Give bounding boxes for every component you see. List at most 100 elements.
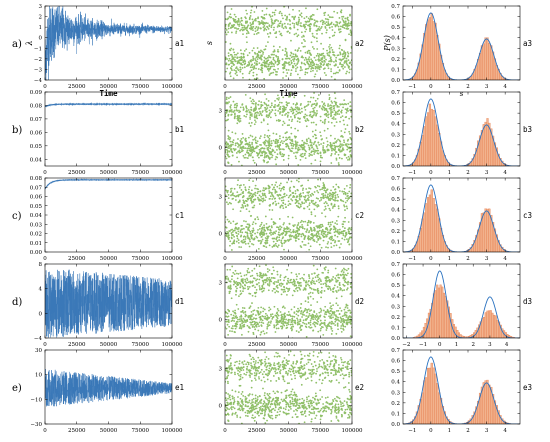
scatter-point	[263, 56, 266, 59]
scatter-point	[329, 302, 332, 304]
scatter-point	[242, 52, 245, 55]
scatter-point	[331, 101, 334, 104]
scatter-point	[246, 25, 249, 28]
scatter-point	[269, 157, 271, 159]
y-tick-label: 0.04	[30, 157, 43, 163]
scatter-point	[276, 140, 279, 143]
scatter-point	[294, 53, 297, 56]
scatter-point	[309, 286, 312, 289]
scatter-point	[320, 138, 323, 141]
scatter-point	[261, 290, 264, 293]
scatter-point	[280, 12, 283, 15]
x-tick-label: 25000	[248, 84, 266, 90]
scatter-point	[321, 23, 324, 26]
scatter-point	[303, 154, 306, 156]
hist-bar	[425, 116, 428, 166]
scatter-point	[252, 47, 255, 49]
x-tick-label: 1	[448, 170, 452, 176]
scatter-point	[225, 275, 228, 278]
scatter-point	[298, 197, 301, 200]
scatter-point	[343, 99, 346, 102]
scatter-point	[348, 196, 350, 199]
scatter-point	[269, 147, 272, 150]
scatter-point	[232, 111, 235, 113]
scatter-point	[307, 280, 310, 283]
scatter-point	[293, 196, 296, 198]
scatter-point	[316, 109, 318, 112]
scatter-point	[298, 284, 300, 287]
scatter-point	[307, 104, 309, 106]
scatter-point	[309, 30, 311, 33]
scatter-point	[348, 190, 351, 193]
scatter-point	[253, 326, 256, 328]
scatter-point	[254, 105, 257, 108]
scatter-point	[303, 148, 305, 150]
scatter-point	[239, 70, 242, 73]
scatter-point	[339, 143, 342, 146]
scatter-point	[291, 140, 294, 142]
scatter-point	[321, 186, 324, 189]
scatter-point	[333, 313, 336, 316]
scatter-point	[328, 207, 331, 210]
scatter-point	[293, 96, 296, 99]
scatter-point	[243, 156, 246, 159]
scatter-point	[255, 323, 258, 326]
scatter-point	[344, 23, 347, 26]
scatter-point	[256, 274, 259, 277]
panel-label: a1	[175, 39, 184, 48]
scatter-point	[349, 282, 352, 285]
scatter-point	[350, 202, 352, 205]
scatter-point	[252, 156, 254, 159]
scatter-point	[253, 317, 255, 320]
scatter-point	[265, 187, 268, 190]
scatter-point	[334, 240, 337, 242]
scatter-point	[271, 65, 273, 68]
scatter-point	[313, 203, 316, 206]
scatter-point	[342, 283, 345, 286]
scatter-point	[275, 54, 277, 57]
scatter-point	[240, 23, 243, 25]
scatter-point	[268, 55, 270, 57]
scatter-point	[233, 235, 235, 238]
scatter-point	[322, 333, 325, 336]
scatter-point	[263, 287, 266, 290]
scatter-point	[239, 146, 242, 149]
scatter-point	[237, 239, 240, 241]
scatter-point	[332, 304, 334, 307]
scatter-point	[239, 66, 242, 69]
scatter-point	[335, 302, 338, 305]
scatter-point	[329, 197, 332, 200]
scatter-point	[263, 154, 266, 156]
scatter-point	[252, 74, 255, 77]
scatter-point	[303, 202, 306, 205]
scatter-point	[299, 50, 302, 52]
scatter-point	[254, 295, 257, 298]
scatter-point	[230, 232, 233, 234]
scatter-point	[257, 56, 260, 58]
scatter-point	[229, 22, 231, 25]
scatter-point	[250, 28, 252, 31]
scatter-point	[245, 65, 248, 68]
scatter-point	[314, 65, 317, 68]
scatter-point	[250, 323, 253, 326]
scatter-point	[249, 97, 252, 100]
y-tick-label: 0.2	[391, 57, 400, 63]
scatter-point	[249, 125, 252, 127]
scatter-point	[277, 145, 280, 148]
scatter-point	[329, 312, 331, 315]
scatter-point	[243, 28, 245, 31]
scatter-point	[301, 42, 303, 44]
scatter-point	[253, 62, 256, 64]
scatter-point	[350, 111, 352, 113]
scatter-point	[343, 238, 346, 241]
scatter-point	[313, 106, 316, 109]
scatter-point	[329, 199, 332, 202]
scatter-point	[317, 330, 320, 333]
scatter-point	[322, 20, 325, 23]
scatter-point	[315, 280, 318, 283]
scatter-point	[263, 101, 266, 104]
scatter-point	[335, 280, 338, 283]
x-tick-label: −1	[408, 256, 416, 262]
scatter-point	[245, 156, 247, 159]
scatter-point	[262, 315, 265, 318]
